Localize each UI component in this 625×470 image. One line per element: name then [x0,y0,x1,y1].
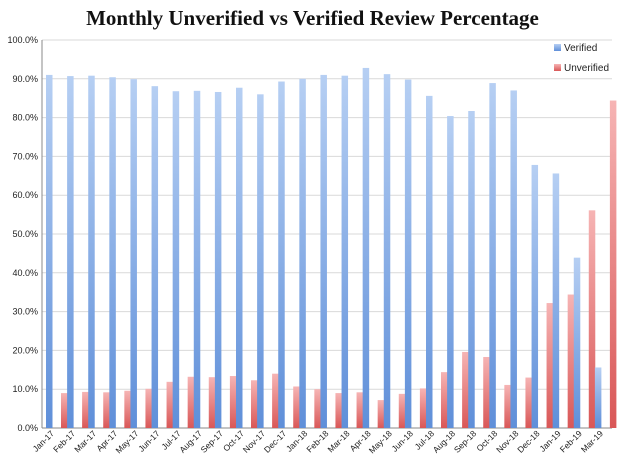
verified-bar [109,77,116,429]
x-tick-label: Aug-18 [431,428,458,455]
verified-bar [426,95,433,428]
unverified-bar [251,380,258,428]
y-tick-label: 80.0% [12,113,38,123]
y-tick-label: 90.0% [12,74,38,84]
legend-label-verified: Verified [564,43,597,54]
unverified-bar [314,389,321,428]
unverified-bar [229,376,237,428]
legend-swatch-verified [554,44,561,51]
unverified-bar [272,373,279,428]
verified-bar [468,111,475,428]
y-tick-label: 50.0% [12,229,38,239]
x-axis: Jan-17Feb-17Mar-17Apr-17May-17Jun-17Jul-… [31,428,606,455]
x-tick-label: Jun-17 [136,428,162,454]
verified-bar [88,75,95,429]
x-tick-label: Feb-19 [558,428,584,454]
legend: Verified Unverified [554,43,609,74]
unverified-bar [525,377,532,428]
unverified-bar [441,372,448,428]
bars [46,67,617,429]
verified-bar [404,79,412,429]
y-tick-label: 40.0% [12,268,38,278]
verified-bar [67,76,74,429]
verified-bar [531,164,539,428]
unverified-bar [335,393,342,428]
y-tick-label: 70.0% [12,151,38,161]
x-tick-label: Feb-18 [304,428,330,454]
unverified-bar [483,356,490,428]
unverified-bar [187,376,195,428]
unverified-bar [145,388,152,428]
unverified-bar [208,377,216,428]
chart-title: Monthly Unverified vs Verified Review Pe… [86,6,539,30]
verified-bar [46,74,53,429]
x-tick-label: Jun-18 [390,428,416,454]
unverified-bar [166,381,174,428]
legend-swatch-unverified [554,64,561,71]
unverified-bar [398,393,406,428]
unverified-bar [377,400,385,428]
verified-bar [130,79,137,429]
unverified-bar [462,351,469,428]
grid [41,39,612,429]
verified-bar [278,81,285,429]
verified-bar [447,116,454,428]
y-tick-label: 60.0% [12,190,38,200]
unverified-bar [588,210,596,428]
legend-label-unverified: Unverified [564,63,609,74]
verified-bar [383,74,391,429]
unverified-bar [103,392,110,428]
verified-bar [362,67,370,428]
x-tick-label: Mar-19 [579,428,605,454]
unverified-bar [61,393,68,428]
verified-bar [172,91,180,428]
verified-bar [236,87,243,428]
x-tick-label: Nov-17 [241,428,268,455]
x-tick-label: Nov-18 [494,428,521,455]
x-tick-label: Sep-17 [199,428,226,455]
verified-bar [573,257,581,428]
verified-bar [214,91,222,428]
unverified-bar [504,384,511,428]
x-tick-label: May-18 [367,428,394,455]
x-tick-label: Feb-17 [51,428,77,454]
unverified-bar [293,386,300,428]
verified-bar [341,75,349,429]
verified-bar [151,86,159,428]
x-tick-label: Dec-17 [262,428,289,455]
x-tick-label: Dec-18 [515,428,542,455]
unverified-bar [567,294,575,428]
y-axis: 0.0% 10.0% 20.0% 30.0% 40.0% 50.0% 60.0% 70.0% 8… [7,35,38,433]
x-tick-label: Mar-18 [326,428,352,454]
unverified-bar [609,100,617,428]
x-tick-label: May-17 [113,428,140,455]
x-tick-label: Mar-17 [72,428,98,454]
verified-bar [299,78,306,429]
y-tick-label: 30.0% [12,307,38,317]
x-tick-label: Sep-18 [452,428,479,455]
verified-bar [510,90,517,428]
verified-bar [257,94,264,428]
y-tick-label: 100.0% [7,35,38,45]
verified-bar [320,74,327,429]
unverified-bar [356,392,364,428]
unverified-bar [419,388,427,428]
y-tick-label: 0.0% [17,423,38,433]
unverified-bar [546,303,554,428]
verified-bar [594,367,602,428]
y-tick-label: 10.0% [12,384,38,394]
verified-bar [552,173,560,428]
verified-bar [193,90,201,428]
x-tick-label: Aug-17 [177,428,204,455]
verified-bar [489,83,496,429]
y-tick-label: 20.0% [12,345,38,355]
unverified-bar [82,391,89,428]
unverified-bar [124,390,131,428]
